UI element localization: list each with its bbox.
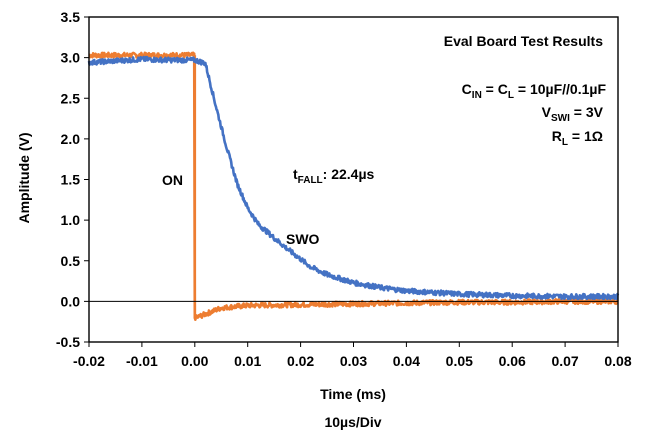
- rl-sub: L: [562, 137, 568, 148]
- x-tick-label: 0.02: [287, 353, 314, 369]
- vswi-main: V: [542, 104, 552, 120]
- y-axis-label: Amplitude (V): [16, 133, 32, 224]
- axes: -0.5 0.0 0.5 1.0 1.5 2.0 2.5 3.0 3.5 -0.02 -0.01 0.…: [56, 9, 632, 369]
- y-tick-label: 1.0: [61, 212, 81, 228]
- tfall-value: : 22.4µs: [323, 166, 375, 182]
- x-tick-label: 0.06: [499, 353, 526, 369]
- results-title: Eval Board Test Results: [444, 33, 603, 49]
- y-tick-label: -0.5: [56, 334, 80, 350]
- y-tick-label: 0.0: [61, 293, 81, 309]
- plot-area: [87, 51, 620, 321]
- cap-annotation: CIN = CL = 10µF//0.1µF: [462, 81, 607, 101]
- rl-annotation: RL = 1Ω: [552, 128, 603, 148]
- x-tick-label: 0.08: [604, 353, 631, 369]
- swo-label: SWO: [286, 231, 320, 247]
- x-tick-label: 0.04: [393, 353, 420, 369]
- cap-c-in: C: [462, 81, 472, 97]
- x-tick-label: 0.01: [234, 353, 261, 369]
- rl-main: R: [552, 128, 562, 144]
- series-swo-line: [87, 55, 620, 301]
- vswi-sub: SWI: [551, 113, 570, 124]
- tfall-annotation: tFALL: 22.4µs: [293, 166, 375, 186]
- y-tick-label: 2.5: [61, 90, 81, 106]
- cap-c-l-sub: L: [508, 90, 514, 101]
- y-tick-label: 3.5: [61, 9, 81, 25]
- x-axis-label: Time (ms): [320, 386, 386, 402]
- on-label: ON: [162, 172, 183, 188]
- tfall-sub: FALL: [298, 175, 323, 186]
- y-tick-label: 0.5: [61, 253, 81, 269]
- cap-value: = 10µF//0.1µF: [514, 81, 606, 97]
- x-scale-note: 10µs/Div: [324, 414, 381, 430]
- y-tick-label: 1.5: [61, 172, 81, 188]
- x-tick-label: 0.00: [181, 353, 208, 369]
- x-tick-label: 0.03: [340, 353, 367, 369]
- cap-c-l: = C: [482, 81, 508, 97]
- x-tick-label: -0.02: [73, 353, 105, 369]
- x-tick-label: 0.07: [551, 353, 578, 369]
- x-tick-label: 0.05: [446, 353, 473, 369]
- vswi-value: = 3V: [570, 104, 604, 120]
- y-tick-label: 3.0: [61, 50, 81, 66]
- y-tick-label: 2.0: [61, 131, 81, 147]
- x-tick-label: -0.01: [126, 353, 158, 369]
- cap-c-in-sub: IN: [472, 90, 482, 101]
- vswi-annotation: VSWI = 3V: [542, 104, 604, 124]
- rl-value: = 1Ω: [568, 128, 603, 144]
- tfall-main: t: [293, 166, 298, 182]
